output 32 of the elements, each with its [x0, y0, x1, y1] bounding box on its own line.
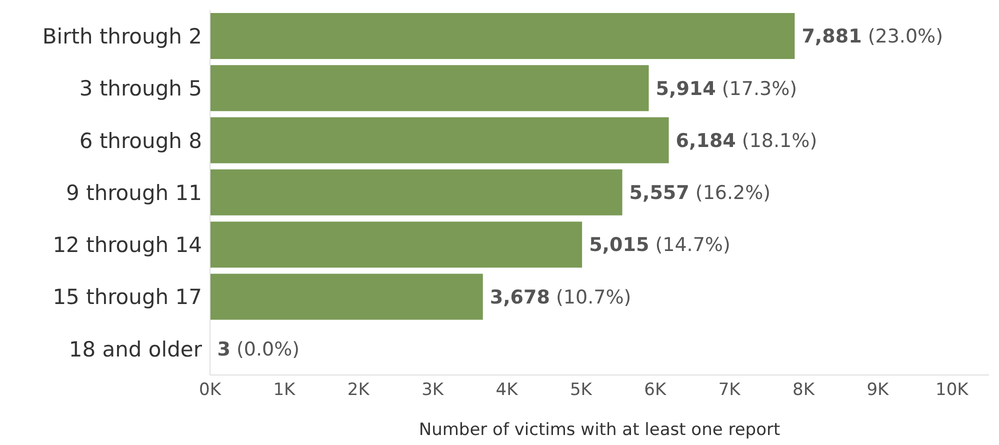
x-tick-label: 10K — [936, 380, 970, 400]
x-tick-label: 4K — [496, 380, 519, 400]
y-tick-label: 18 and older — [68, 337, 202, 362]
data-label: 3 (0.0%) — [217, 338, 300, 361]
x-tick-label: 8K — [792, 380, 816, 400]
x-tick-label: 0K — [199, 380, 222, 400]
x-tick-label: 7K — [718, 380, 742, 400]
y-tick-label: 6 through 8 — [79, 128, 202, 153]
bar — [210, 117, 669, 164]
bar — [210, 13, 795, 59]
y-tick-label: 3 through 5 — [79, 76, 202, 101]
x-tick-label: 9K — [866, 380, 890, 400]
bar — [210, 274, 483, 320]
y-tick-label: 9 through 11 — [66, 180, 202, 205]
data-label: 5,914 (17.3%) — [656, 78, 798, 100]
y-tick-label: Birth through 2 — [42, 24, 202, 49]
x-tick-label: 6K — [644, 380, 667, 400]
y-tick-label: 12 through 14 — [52, 233, 202, 258]
x-axis-title: Number of victims with at least one report — [418, 420, 780, 440]
x-tick-label: 3K — [422, 380, 444, 400]
data-label: 3,678 (10.7%) — [490, 286, 632, 308]
x-tick-label: 2K — [347, 380, 370, 400]
data-label: 5,015 (14.7%) — [589, 234, 730, 256]
data-label: 5,557 (16.2%) — [629, 182, 771, 204]
data-label: 7,881 (23.0%) — [802, 26, 944, 48]
x-tick-label: 5K — [570, 380, 593, 400]
bar — [210, 222, 582, 268]
bar — [210, 169, 622, 216]
x-tick-label: 1K — [273, 380, 296, 400]
data-label: 6,184 (18.1%) — [676, 130, 818, 152]
bar — [210, 65, 649, 112]
y-tick-label: 15 through 17 — [52, 285, 202, 310]
